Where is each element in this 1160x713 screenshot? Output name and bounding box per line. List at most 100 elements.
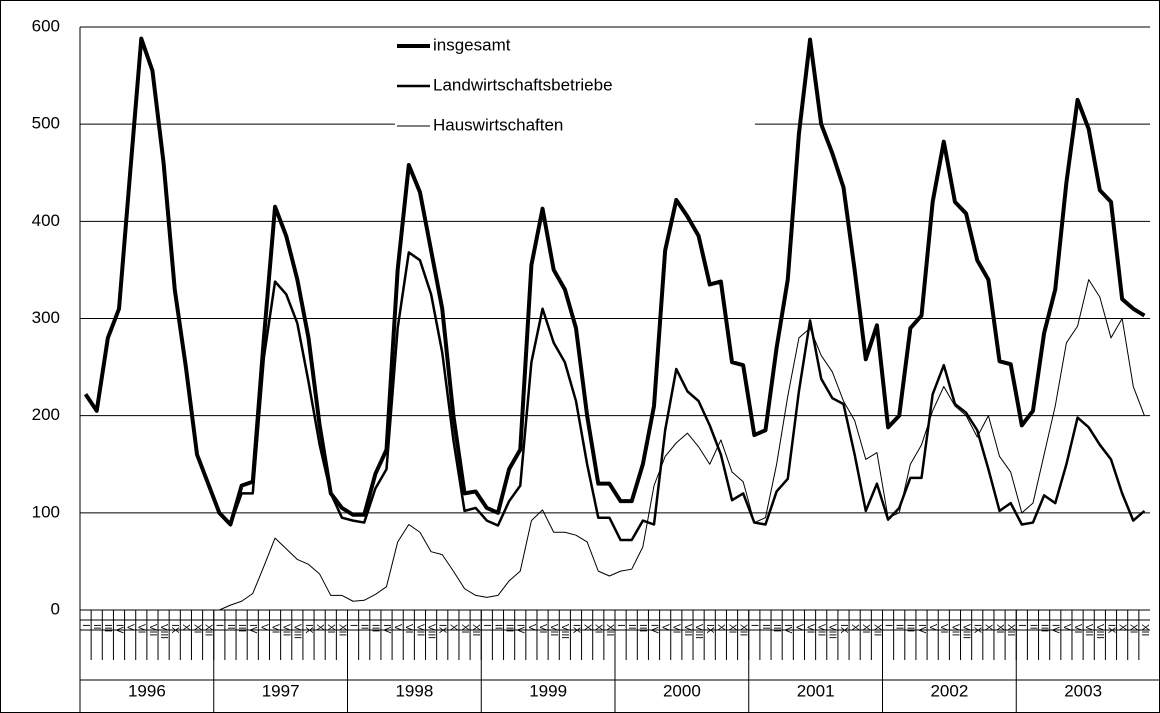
month-label: IV [113,624,124,634]
month-label: VIII [693,624,704,639]
y-tick-label: 100 [32,502,60,521]
year-label: 2002 [930,681,968,700]
month-label: V [125,624,136,631]
month-label: IX [838,624,849,634]
month-label: IV [247,624,258,634]
month-label: VII [682,624,693,636]
month-label: I [347,624,358,627]
month-label: IX [437,624,448,634]
month-label: I [882,624,893,627]
y-tick-label: 200 [32,405,60,424]
month-label: XII [871,624,882,636]
month-label: IV [381,624,392,634]
y-tick-label: 500 [32,114,60,133]
month-label: V [526,624,537,631]
month-label: II [359,624,370,630]
month-label: X [180,624,191,631]
month-label: III [503,624,514,632]
month-label: VIII [827,624,838,639]
month-label: XI [325,624,336,633]
month-label: I [481,624,492,627]
month-label: IX [704,624,715,634]
month-label: IX [169,624,180,634]
month-label: IX [972,624,983,634]
month-label: IV [916,624,927,634]
month-label: IV [1050,624,1061,634]
month-label: V [927,624,938,631]
year-label: 2001 [797,681,835,700]
line-series [83,36,1146,527]
month-label: XI [994,624,1005,633]
month-label: II [492,624,503,630]
month-label: II [1027,624,1038,630]
month-label: IX [303,624,314,634]
month-label: III [1038,624,1049,632]
month-label: VIII [960,624,971,639]
month-label: I [80,624,91,627]
month-label: VIII [1094,624,1105,639]
month-label: VII [414,624,425,636]
month-label: III [236,624,247,632]
month-label: III [637,624,648,632]
year-label: 2003 [1064,681,1102,700]
month-label: XI [726,624,737,633]
month-label: VI [1072,624,1083,633]
month-label: VI [804,624,815,633]
month-label: X [448,624,459,631]
month-label: I [1016,624,1027,627]
legend-label: Hauswirtschaften [433,115,563,134]
month-label: VIII [158,624,169,639]
y-tick-label: 400 [32,211,60,230]
month-label: I [615,624,626,627]
year-label: 1998 [395,681,433,700]
y-tick-label: 300 [32,308,60,327]
month-label: VII [548,624,559,636]
month-label: VIII [559,624,570,639]
month-label: III [102,624,113,632]
month-label: VI [403,624,414,633]
month-label: XI [191,624,202,633]
month-label: X [1116,624,1127,631]
month-label: XI [459,624,470,633]
month-label: II [760,624,771,630]
month-label: II [626,624,637,630]
year-label: 1996 [128,681,166,700]
legend-label: Landwirtschaftsbetriebe [433,75,613,94]
month-label: II [894,624,905,630]
month-label: VII [949,624,960,636]
month-label: XI [1128,624,1139,633]
month-label: IV [782,624,793,634]
month-label: III [905,624,916,632]
month-label: XII [470,624,481,636]
month-label: IX [570,624,581,634]
month-label: X [314,624,325,631]
month-label: VI [269,624,280,633]
year-label: 1997 [262,681,300,700]
month-label: III [771,624,782,632]
month-label: V [660,624,671,631]
month-label: X [849,624,860,631]
month-label: XII [1139,624,1150,636]
y-tick-label: 0 [51,599,60,618]
month-label: XI [593,624,604,633]
month-label: XII [604,624,615,636]
month-label: VII [816,624,827,636]
month-label: VI [136,624,147,633]
month-label: V [258,624,269,631]
year-label: 2000 [663,681,701,700]
month-label: VII [147,624,158,636]
month-label: IV [515,624,526,634]
line-series [219,279,1145,611]
legend [395,30,755,135]
month-label: XI [860,624,871,633]
year-label: 1999 [529,681,567,700]
month-label: XII [1005,624,1016,636]
month-label: V [793,624,804,631]
month-label: IV [648,624,659,634]
month-label: X [983,624,994,631]
month-label: XII [203,624,214,636]
month-label: VI [537,624,548,633]
month-label: II [225,624,236,630]
month-label: V [392,624,403,631]
